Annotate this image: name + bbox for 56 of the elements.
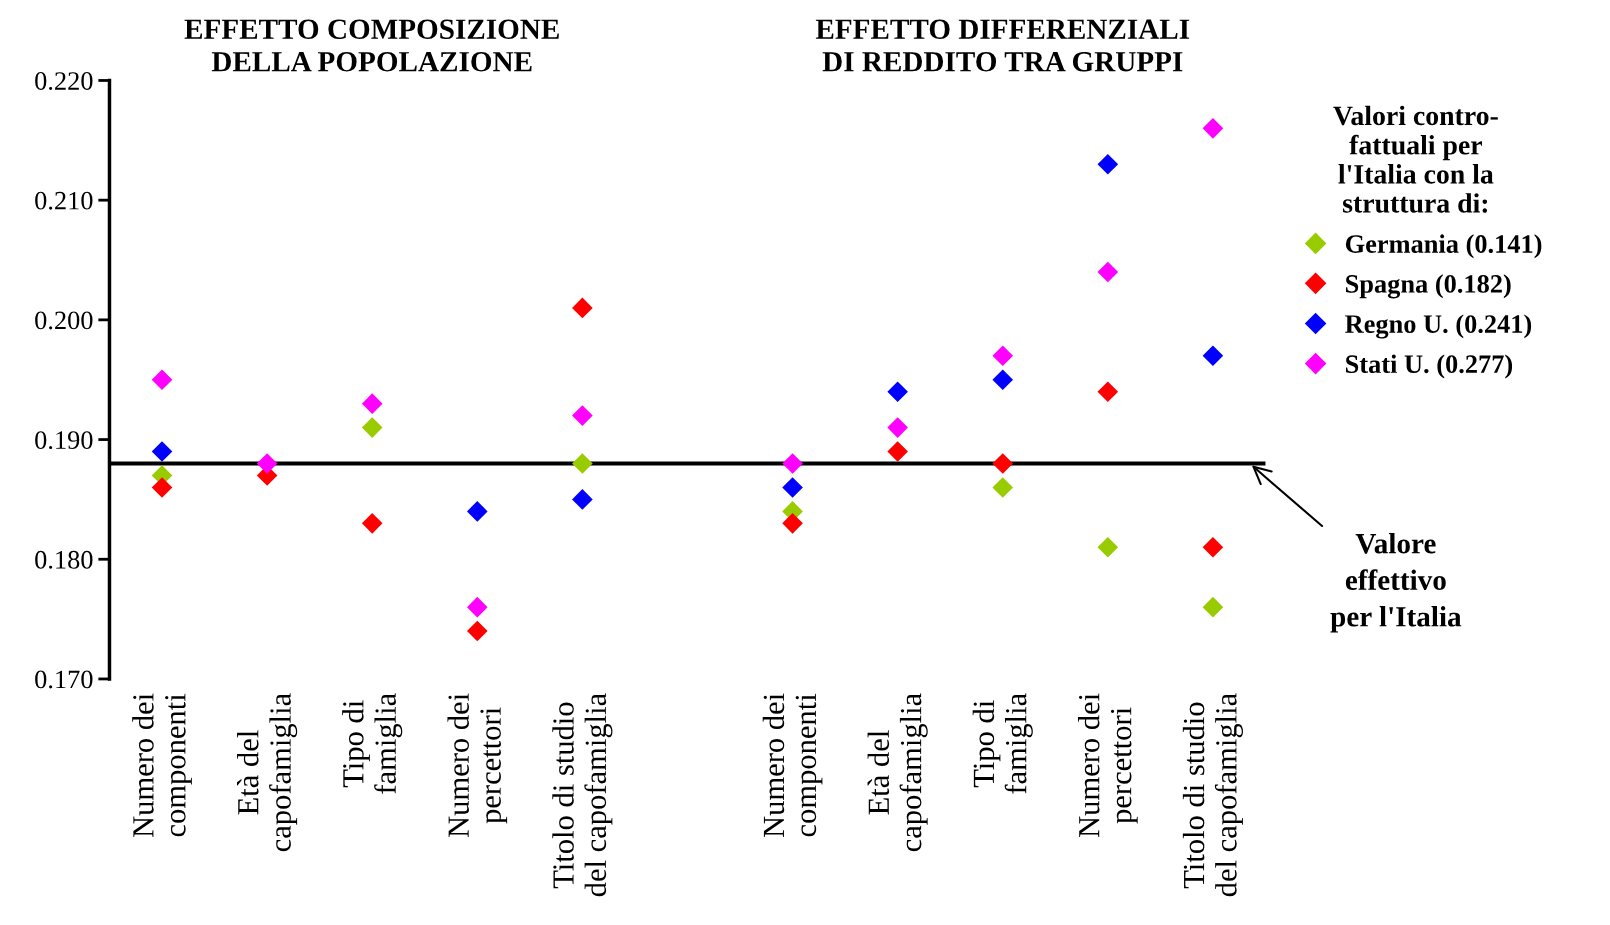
x-tick-label: Numero dei percettori: [1078, 693, 1138, 838]
point: [992, 453, 1014, 474]
y-tick-label: 0.190: [35, 431, 93, 450]
point: [1097, 381, 1119, 402]
point: [361, 417, 383, 438]
point: [1097, 153, 1119, 175]
point: [1097, 261, 1119, 283]
point: [572, 297, 593, 319]
x-tick-label: Età del capofamiglia: [237, 693, 298, 852]
x-tick-label: Titolo di studio del capofamiglia: [552, 693, 613, 897]
y-tick-label: 0.200: [35, 311, 93, 330]
legend-label: Spagna (0.182): [1346, 274, 1511, 299]
text: EFFETTO COMPOSIZIONE DELLA POPOLAZIONE: [184, 19, 559, 72]
text: EFFETTO DIFFERENZIALI DI REDDITO TRA GRUPPI: [815, 19, 1190, 72]
x-tick-label: Numero dei componenti: [762, 693, 823, 838]
point: [992, 477, 1014, 498]
legend-label: Germania (0.141): [1345, 234, 1542, 259]
y-tick-label: 0.220: [35, 72, 93, 91]
point: [466, 596, 488, 618]
point: [887, 441, 908, 462]
x-tick-label: Titolo di studio del capofamiglia: [1182, 693, 1243, 897]
x-tick-label: Numero dei percettori: [447, 693, 508, 838]
point: [466, 501, 488, 522]
point: [361, 513, 383, 534]
point: [782, 513, 803, 534]
point: [151, 369, 173, 391]
point: [361, 393, 383, 414]
point: [992, 369, 1014, 391]
point: [887, 417, 908, 438]
point: [466, 620, 488, 642]
point: [782, 477, 803, 498]
point: [1202, 596, 1224, 618]
x-tick-label: Numero dei componenti: [132, 693, 192, 838]
y-tick-label: 0.180: [35, 550, 93, 569]
point: [1202, 345, 1224, 367]
legend-title: Valori contro- fattuali per l'Italia con la struttura di:: [1333, 105, 1498, 213]
point: [782, 453, 803, 474]
point: [992, 345, 1014, 367]
point: [256, 453, 278, 474]
ref-line-label: Valore effettivo per l'Italia: [1330, 532, 1462, 633]
y-tick-label: 0.170: [35, 670, 93, 689]
x-tick-label: Età del capofamiglia: [867, 693, 928, 852]
y-tick-label: 0.210: [35, 191, 93, 210]
point: [151, 477, 173, 498]
point: [1097, 536, 1119, 558]
legend-label: Stati U. (0.277): [1346, 354, 1513, 379]
point: [572, 453, 593, 474]
legend-label: Regno U. (0.241): [1345, 314, 1532, 339]
x-tick-label: Tipo di famiglia: [342, 693, 403, 794]
point: [151, 441, 173, 462]
point: [1202, 118, 1224, 139]
point: [572, 489, 593, 510]
point: [1202, 536, 1224, 558]
point: [887, 381, 908, 402]
x-tick-label: Tipo di famiglia: [972, 693, 1033, 794]
point: [572, 405, 593, 426]
